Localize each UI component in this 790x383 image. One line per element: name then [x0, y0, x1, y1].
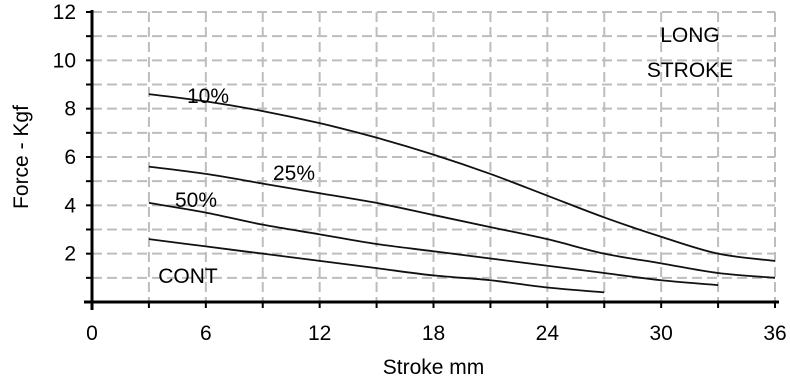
x-axis-title: Stroke mm	[383, 356, 485, 379]
annotation-line-1: LONG	[660, 24, 720, 47]
grid	[92, 11, 776, 302]
axes	[84, 10, 779, 310]
annotation-line-2: STROKE	[647, 59, 733, 82]
series-lines	[148, 93, 776, 294]
y-tick-label: 8	[64, 98, 76, 121]
series-label-25pct: 25%	[273, 162, 315, 185]
x-tick-label: 12	[308, 322, 331, 345]
x-tick-label: 18	[422, 322, 445, 345]
x-tick-label: 24	[536, 322, 560, 345]
series-line-50pct	[148, 202, 719, 286]
x-tick-label: 6	[200, 322, 212, 345]
x-tick-label: 0	[86, 322, 98, 345]
series-line-25pct	[148, 165, 776, 279]
series-label-10pct: 10%	[187, 85, 229, 108]
y-axis-title: Force - Kgf	[10, 105, 33, 209]
x-tick-label: 30	[649, 322, 672, 345]
series-label-50pct: 50%	[175, 189, 217, 212]
series-label-cont: CONT	[158, 265, 218, 288]
y-tick-label: 4	[64, 194, 76, 217]
x-tick-label: 36	[763, 322, 786, 345]
y-tick-label: 10	[53, 49, 76, 72]
y-tick-label: 2	[64, 243, 76, 266]
y-tick-label: 6	[64, 146, 76, 169]
series-line-cont	[148, 238, 605, 294]
y-tick-label: 12	[53, 1, 76, 24]
series-line-10pct	[148, 93, 776, 262]
